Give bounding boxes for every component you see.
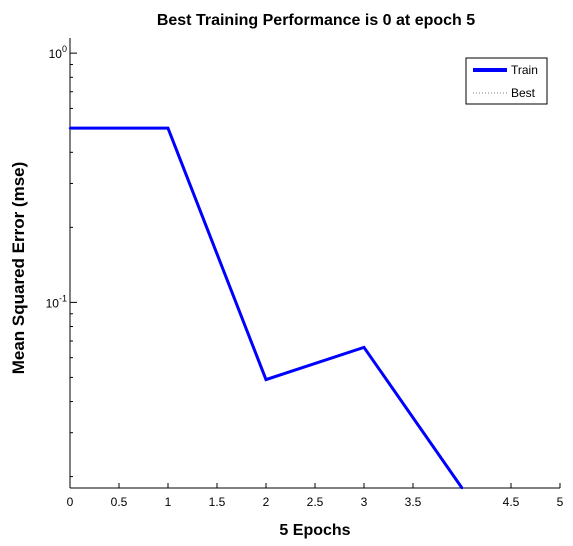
- x-ticks: 0 0.5 1 1.5 2 2.5 3 3.5 4.5 5: [67, 483, 564, 509]
- plot-area: [70, 38, 560, 488]
- x-tick-label: 2.5: [307, 495, 324, 509]
- x-tick-label: 0: [67, 495, 74, 509]
- chart-title: Best Training Performance is 0 at epoch …: [157, 12, 475, 29]
- y-tick-label: 100: [49, 44, 67, 61]
- y-axis-label: Mean Squared Error (mse): [9, 162, 28, 375]
- train-data-point: [68, 126, 72, 130]
- train-data-point: [264, 378, 268, 381]
- x-tick-label: 5: [557, 495, 564, 509]
- x-tick-label: 4.5: [503, 495, 520, 509]
- legend-best-label: Best: [511, 86, 536, 100]
- legend-train-label: Train: [511, 63, 538, 77]
- x-tick-label: 3.5: [405, 495, 422, 509]
- x-tick-label: 3: [361, 495, 368, 509]
- x-tick-label: 1.5: [209, 495, 226, 509]
- x-axis-label: 5 Epochs: [279, 522, 350, 539]
- legend-box: [465, 57, 548, 105]
- train-series-points: [68, 126, 464, 490]
- train-data-point: [166, 126, 170, 130]
- train-data-point: [460, 486, 464, 490]
- legend: Train Best: [465, 57, 548, 105]
- x-tick-label: 0.5: [111, 495, 128, 509]
- x-tick-label: 1: [165, 495, 172, 509]
- x-tick-label: 2: [263, 495, 270, 509]
- train-data-point: [362, 346, 366, 349]
- y-tick-label: 10-1: [46, 293, 67, 310]
